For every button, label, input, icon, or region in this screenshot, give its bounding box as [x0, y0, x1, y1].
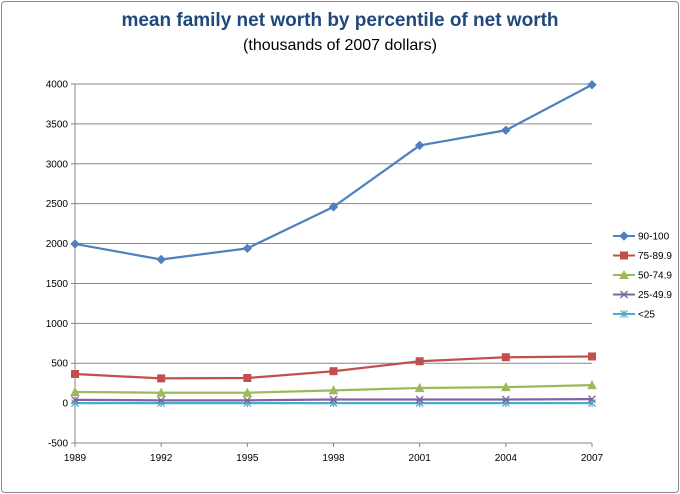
legend-label: 50-74.9 — [638, 271, 672, 282]
chart-subtitle: (thousands of 2007 dollars) — [243, 37, 437, 54]
data-point-s0-1995 — [242, 243, 253, 254]
data-point-s2-2004 — [501, 382, 511, 392]
legend-marker-1 — [620, 251, 628, 260]
data-point-s3-1995 — [243, 396, 252, 405]
x-tick-label: 2004 — [495, 453, 518, 464]
y-tick-label: 2000 — [46, 239, 69, 250]
data-point-s3-1992 — [157, 396, 166, 405]
legend-marker-3-stroke-b — [620, 290, 628, 299]
x-tick-label: 1995 — [236, 453, 259, 464]
legend: 90-100 75-89.9 50-74.9 25-49.9 <25 — [613, 231, 672, 321]
legend-label: 75-89.9 — [638, 251, 672, 262]
data-point-s3-1995-stroke-b — [243, 396, 252, 405]
legend-marker-3 — [620, 290, 628, 299]
series-line-0 — [74, 83, 593, 261]
x-tick-label: 1998 — [322, 453, 345, 464]
y-tick-label: 0 — [62, 399, 68, 410]
y-tick-label: 3000 — [46, 159, 69, 170]
data-point-s0-2007 — [587, 80, 597, 90]
data-point-s0-2001 — [414, 140, 425, 151]
data-point-s0-1998 — [328, 202, 339, 212]
x-tick-label: 2007 — [581, 453, 604, 464]
y-tick-label: 500 — [51, 359, 68, 370]
data-point-s1-2007 — [588, 352, 596, 361]
data-point-s3-1989 — [71, 395, 79, 404]
data-point-s3-2007 — [588, 395, 596, 404]
data-point-s3-2001-stroke-b — [415, 395, 424, 404]
data-point-s3-2004 — [501, 395, 510, 404]
data-point-s3-2001 — [415, 395, 424, 404]
legend-label: 90-100 — [638, 232, 670, 243]
y-tick-label: 1000 — [46, 319, 69, 330]
data-point-s0-1992 — [156, 254, 166, 265]
legend-marker-4 — [620, 310, 628, 318]
chart-title: mean family net worth by percentile of n… — [121, 10, 559, 31]
legend-marker-2 — [619, 269, 629, 279]
data-point-s3-1992-stroke-b — [157, 396, 166, 405]
data-point-s2-1989 — [70, 386, 80, 396]
data-point-s2-1992 — [156, 387, 167, 397]
data-point-s2-2001 — [414, 382, 425, 392]
data-point-s1-2001 — [415, 357, 424, 366]
data-point-s3-2007-stroke-b — [588, 395, 596, 404]
data-point-s2-1998 — [328, 385, 339, 395]
data-point-s1-1989 — [71, 369, 79, 378]
y-tick-label: 1500 — [46, 279, 69, 290]
x-tick-label: 1989 — [64, 453, 87, 464]
series-layer — [70, 80, 597, 408]
x-tick-label: 1992 — [150, 453, 173, 464]
data-point-s3-1998-stroke-b — [329, 395, 338, 404]
data-point-s0-1989 — [70, 239, 80, 249]
data-point-s3-1998 — [329, 395, 338, 404]
data-point-s1-1995 — [243, 373, 252, 382]
x-tick-label: 2001 — [409, 453, 432, 464]
y-tick-label: 3500 — [46, 119, 69, 130]
data-point-s0-2004 — [501, 125, 511, 135]
data-point-s2-2007 — [587, 380, 597, 390]
data-point-s3-2004-stroke-b — [501, 395, 510, 404]
gridlines — [75, 83, 592, 444]
y-tick-label: -500 — [48, 439, 68, 450]
y-tick-label: 4000 — [46, 80, 69, 91]
legend-label: <25 — [638, 310, 655, 321]
axes: -500 0 500 1000 1500 2000 2500 3000 3500 4000 1989… — [46, 80, 604, 465]
data-point-s1-1998 — [329, 367, 338, 376]
legend-label: 25-49.9 — [638, 290, 672, 301]
data-point-s1-1992 — [157, 374, 166, 383]
data-point-s1-2004 — [501, 353, 510, 362]
data-point-s2-1995 — [242, 387, 253, 397]
y-tick-label: 2500 — [46, 199, 69, 210]
legend-marker-0 — [619, 231, 629, 241]
data-point-s3-1989-stroke-b — [71, 395, 79, 404]
